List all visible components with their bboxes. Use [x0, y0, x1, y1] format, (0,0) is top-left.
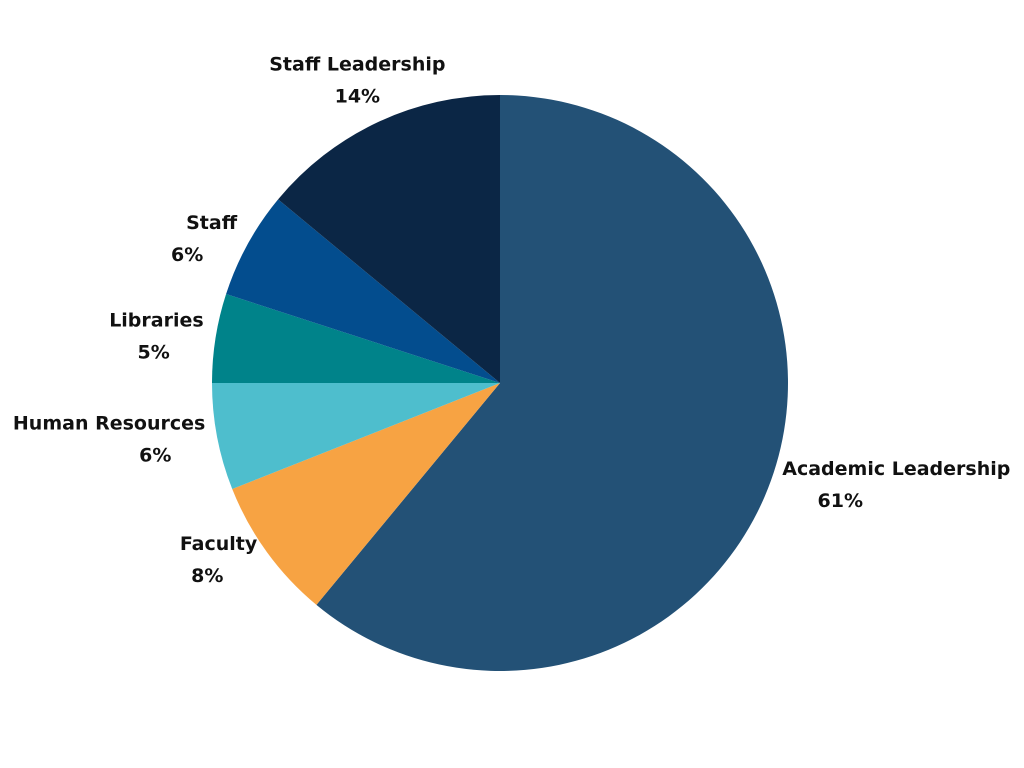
pie-slice: [226, 199, 501, 383]
slice-value-label: 6%: [139, 445, 171, 467]
slice-label: Academic Leadership: [782, 458, 1010, 480]
slice-value-label: 6%: [171, 244, 203, 266]
slice-label: Staff: [186, 212, 238, 234]
pie-slice: [316, 95, 788, 671]
slice-label: Faculty: [180, 533, 258, 555]
slice-value-label: 61%: [818, 490, 863, 512]
pie-slice: [212, 294, 500, 383]
slice-value-label: 8%: [191, 565, 223, 587]
slice-value-label: 14%: [335, 85, 380, 107]
slice-value-label: 5%: [138, 342, 170, 364]
pie-slice: [232, 383, 500, 605]
pie-slice: [278, 95, 500, 383]
slice-label: Staff Leadership: [269, 53, 445, 75]
slice-label: Human Resources: [13, 413, 205, 435]
slice-label: Libraries: [109, 310, 204, 332]
pie-slice: [212, 383, 500, 490]
